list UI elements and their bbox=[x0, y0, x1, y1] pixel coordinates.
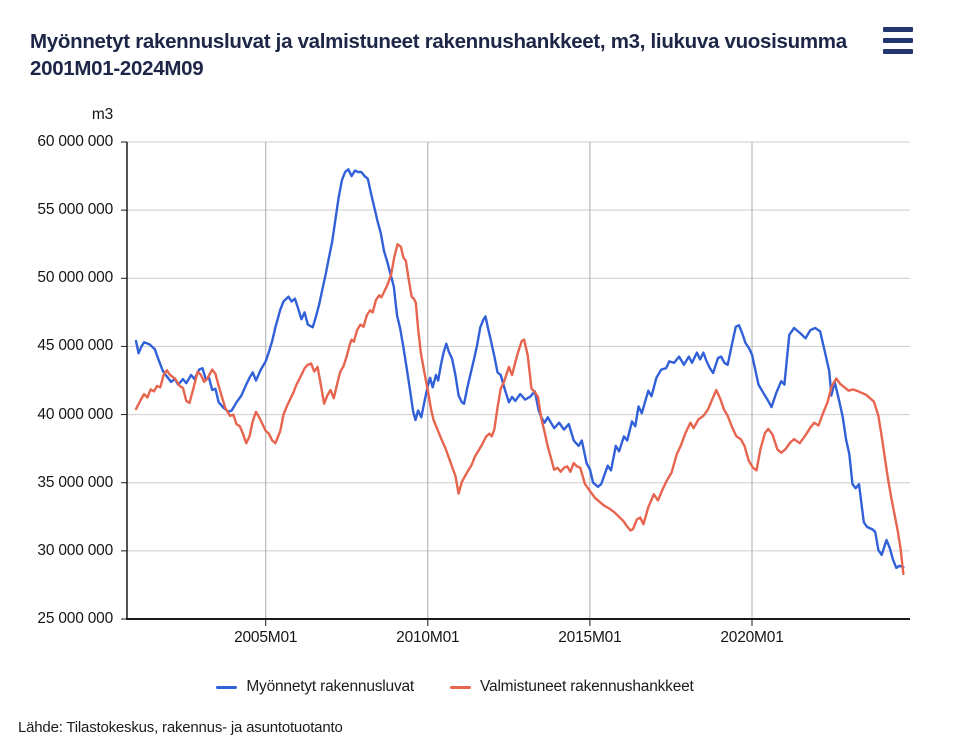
series-line-completed bbox=[134, 242, 905, 576]
legend-line-swatch bbox=[450, 685, 472, 689]
legend-item-permits[interactable]: Myönnetyt rakennusluvat bbox=[216, 678, 414, 696]
legend-line-swatch bbox=[216, 685, 238, 689]
legend-label: Valmistuneet rakennushankkeet bbox=[480, 678, 694, 695]
y-axis-tick-label: 55 000 000 bbox=[37, 201, 113, 219]
x-axis-tick-label: 2010M01 bbox=[396, 629, 460, 646]
chart-title: Myönnetyt rakennusluvat ja valmistuneet … bbox=[30, 28, 890, 82]
legend-item-completed[interactable]: Valmistuneet rakennushankkeet bbox=[450, 678, 694, 696]
x-axis-tick-label: 2005M01 bbox=[234, 629, 298, 646]
source-text: Lähde: Tilastokeskus, rakennus- ja asunt… bbox=[18, 719, 343, 736]
y-axis-tick-label: 30 000 000 bbox=[37, 541, 113, 559]
y-axis-tick-label: 50 000 000 bbox=[37, 269, 113, 287]
y-axis-tick-label: 45 000 000 bbox=[37, 337, 113, 355]
hamburger-icon bbox=[883, 49, 913, 54]
chart-legend: Myönnetyt rakennusluvat Valmistuneet rak… bbox=[0, 678, 910, 696]
chart-title-line2: 2001M01-2024M09 bbox=[30, 57, 204, 80]
chart-title-line1: Myönnetyt rakennusluvat ja valmistuneet … bbox=[30, 30, 847, 53]
x-axis-tick-label: 2020M01 bbox=[720, 629, 784, 646]
y-axis-tick-label: 60 000 000 bbox=[37, 133, 113, 150]
y-axis-tick-label: 35 000 000 bbox=[37, 473, 113, 491]
series-line-permits bbox=[134, 168, 905, 570]
hamburger-icon bbox=[883, 38, 913, 43]
y-axis-unit-label: m3 bbox=[91, 106, 113, 123]
y-axis-tick-label: 40 000 000 bbox=[37, 405, 113, 423]
hamburger-icon bbox=[883, 27, 913, 32]
legend-label: Myönnetyt rakennusluvat bbox=[246, 678, 415, 695]
x-axis-tick-label: 2015M01 bbox=[558, 629, 622, 646]
hamburger-menu-button[interactable] bbox=[883, 27, 913, 54]
y-axis-tick-label: 25 000 000 bbox=[37, 610, 113, 627]
